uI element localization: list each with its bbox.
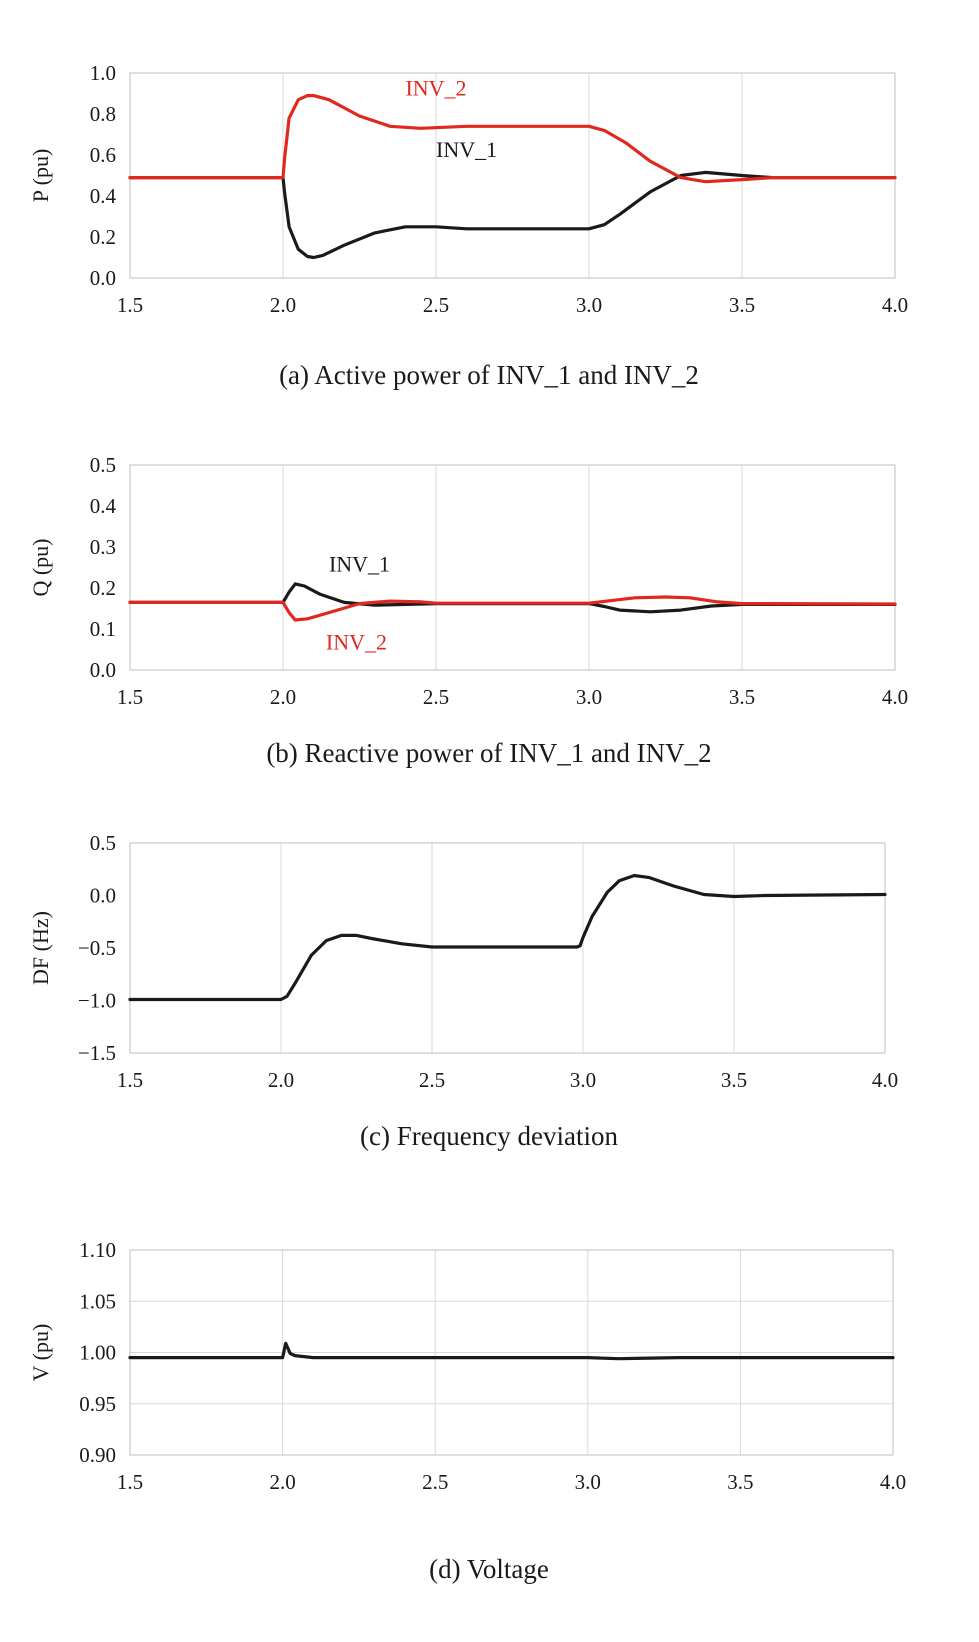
- y-tick-label: 0.4: [90, 494, 117, 518]
- x-tick-label: 1.5: [117, 685, 143, 709]
- chart-b: 1.5 2.0 2.5 3.0 3.5 4.0 0.0 0.1 0.2 0.3 0.4 0.5 Q (p…: [28, 453, 908, 768]
- x-tick-label: 3.0: [576, 293, 602, 317]
- y-tick-label: 1.0: [90, 61, 116, 85]
- series-line-inv-1: [128, 170, 897, 260]
- y-axis-label: DF (Hz): [28, 911, 53, 985]
- x-tick-label: 4.0: [880, 1470, 906, 1494]
- x-tick-label: 3.0: [575, 1470, 601, 1494]
- y-tick-label: 0.4: [90, 184, 117, 208]
- plot-frame: [129, 464, 896, 671]
- y-tick-label: 0.0: [90, 884, 116, 908]
- series-line-v: [128, 1341, 895, 1361]
- series-annotation: INV_2: [326, 630, 387, 655]
- y-tick-label: 0.90: [79, 1443, 116, 1467]
- chart-c: 1.5 2.0 2.5 3.0 3.5 4.0 −1.5 −1.0 −0.5 0.0 0.5 DF (…: [28, 831, 898, 1151]
- series-line-inv-2: [128, 93, 897, 184]
- plot-frame: [129, 72, 896, 279]
- x-tick-label: 2.0: [270, 293, 296, 317]
- x-tick-label: 2.0: [268, 1068, 294, 1092]
- x-tick-label: 1.5: [117, 1068, 143, 1092]
- x-tick-label: 4.0: [872, 1068, 898, 1092]
- y-tick-label: −1.5: [78, 1041, 116, 1065]
- x-tick-label: 3.0: [570, 1068, 596, 1092]
- y-tick-label: 0.8: [90, 102, 116, 126]
- series-annotation: INV_2: [405, 76, 466, 101]
- plot-frame: [129, 1249, 894, 1456]
- series-annotation: INV_1: [329, 552, 390, 577]
- y-axis-label: Q (pu): [28, 538, 53, 596]
- y-tick-label: 0.95: [79, 1392, 116, 1416]
- x-tick-label: 3.5: [729, 293, 755, 317]
- chart-caption: (d) Voltage: [429, 1554, 549, 1584]
- x-tick-label: 3.5: [721, 1068, 747, 1092]
- x-tick-label: 2.0: [270, 685, 296, 709]
- x-tick-label: 2.5: [423, 293, 449, 317]
- x-tick-label: 2.0: [269, 1470, 295, 1494]
- y-tick-label: 0.2: [90, 576, 116, 600]
- y-tick-label: 0.6: [90, 143, 116, 167]
- x-tick-label: 3.0: [576, 685, 602, 709]
- y-tick-label: 0.0: [90, 658, 116, 682]
- y-tick-label: 1.10: [79, 1238, 116, 1262]
- chart-caption: (b) Reactive power of INV_1 and INV_2: [266, 738, 711, 768]
- x-tick-label: 2.5: [423, 685, 449, 709]
- y-tick-label: 0.2: [90, 225, 116, 249]
- x-tick-label: 2.5: [419, 1068, 445, 1092]
- y-tick-label: 0.5: [90, 831, 116, 855]
- y-tick-label: −1.0: [78, 989, 116, 1013]
- x-tick-label: 1.5: [117, 1470, 143, 1494]
- y-tick-label: 0.5: [90, 453, 116, 477]
- series-annotation: INV_1: [436, 137, 497, 162]
- chart-a: 1.5 2.0 2.5 3.0 3.5 4.0 0.0 0.2 0.4 0.6 0.8 1.0 P (p…: [28, 61, 908, 390]
- plot-frame: [129, 842, 886, 1054]
- series-line-df: [128, 873, 887, 1002]
- y-tick-label: 1.05: [79, 1289, 116, 1313]
- x-tick-label: 4.0: [882, 293, 908, 317]
- chart-caption: (a) Active power of INV_1 and INV_2: [279, 360, 699, 390]
- y-tick-label: 0.1: [90, 617, 116, 641]
- x-tick-label: 3.5: [727, 1470, 753, 1494]
- x-tick-label: 2.5: [422, 1470, 448, 1494]
- x-tick-label: 4.0: [882, 685, 908, 709]
- y-tick-label: −0.5: [78, 936, 116, 960]
- y-tick-label: 1.00: [79, 1341, 116, 1365]
- y-axis-label: V (pu): [28, 1324, 53, 1382]
- y-tick-label: 0.3: [90, 535, 116, 559]
- y-axis-label: P (pu): [28, 149, 53, 203]
- chart-caption: (c) Frequency deviation: [360, 1121, 618, 1151]
- series-line-inv-2: [128, 595, 897, 622]
- y-tick-label: 0.0: [90, 266, 116, 290]
- series-line-inv-1: [128, 582, 897, 614]
- x-tick-label: 3.5: [729, 685, 755, 709]
- chart-d: 1.5 2.0 2.5 3.0 3.5 4.0 0.90 0.95 1.00 1.05 1.10 V …: [28, 1238, 906, 1584]
- x-tick-label: 1.5: [117, 293, 143, 317]
